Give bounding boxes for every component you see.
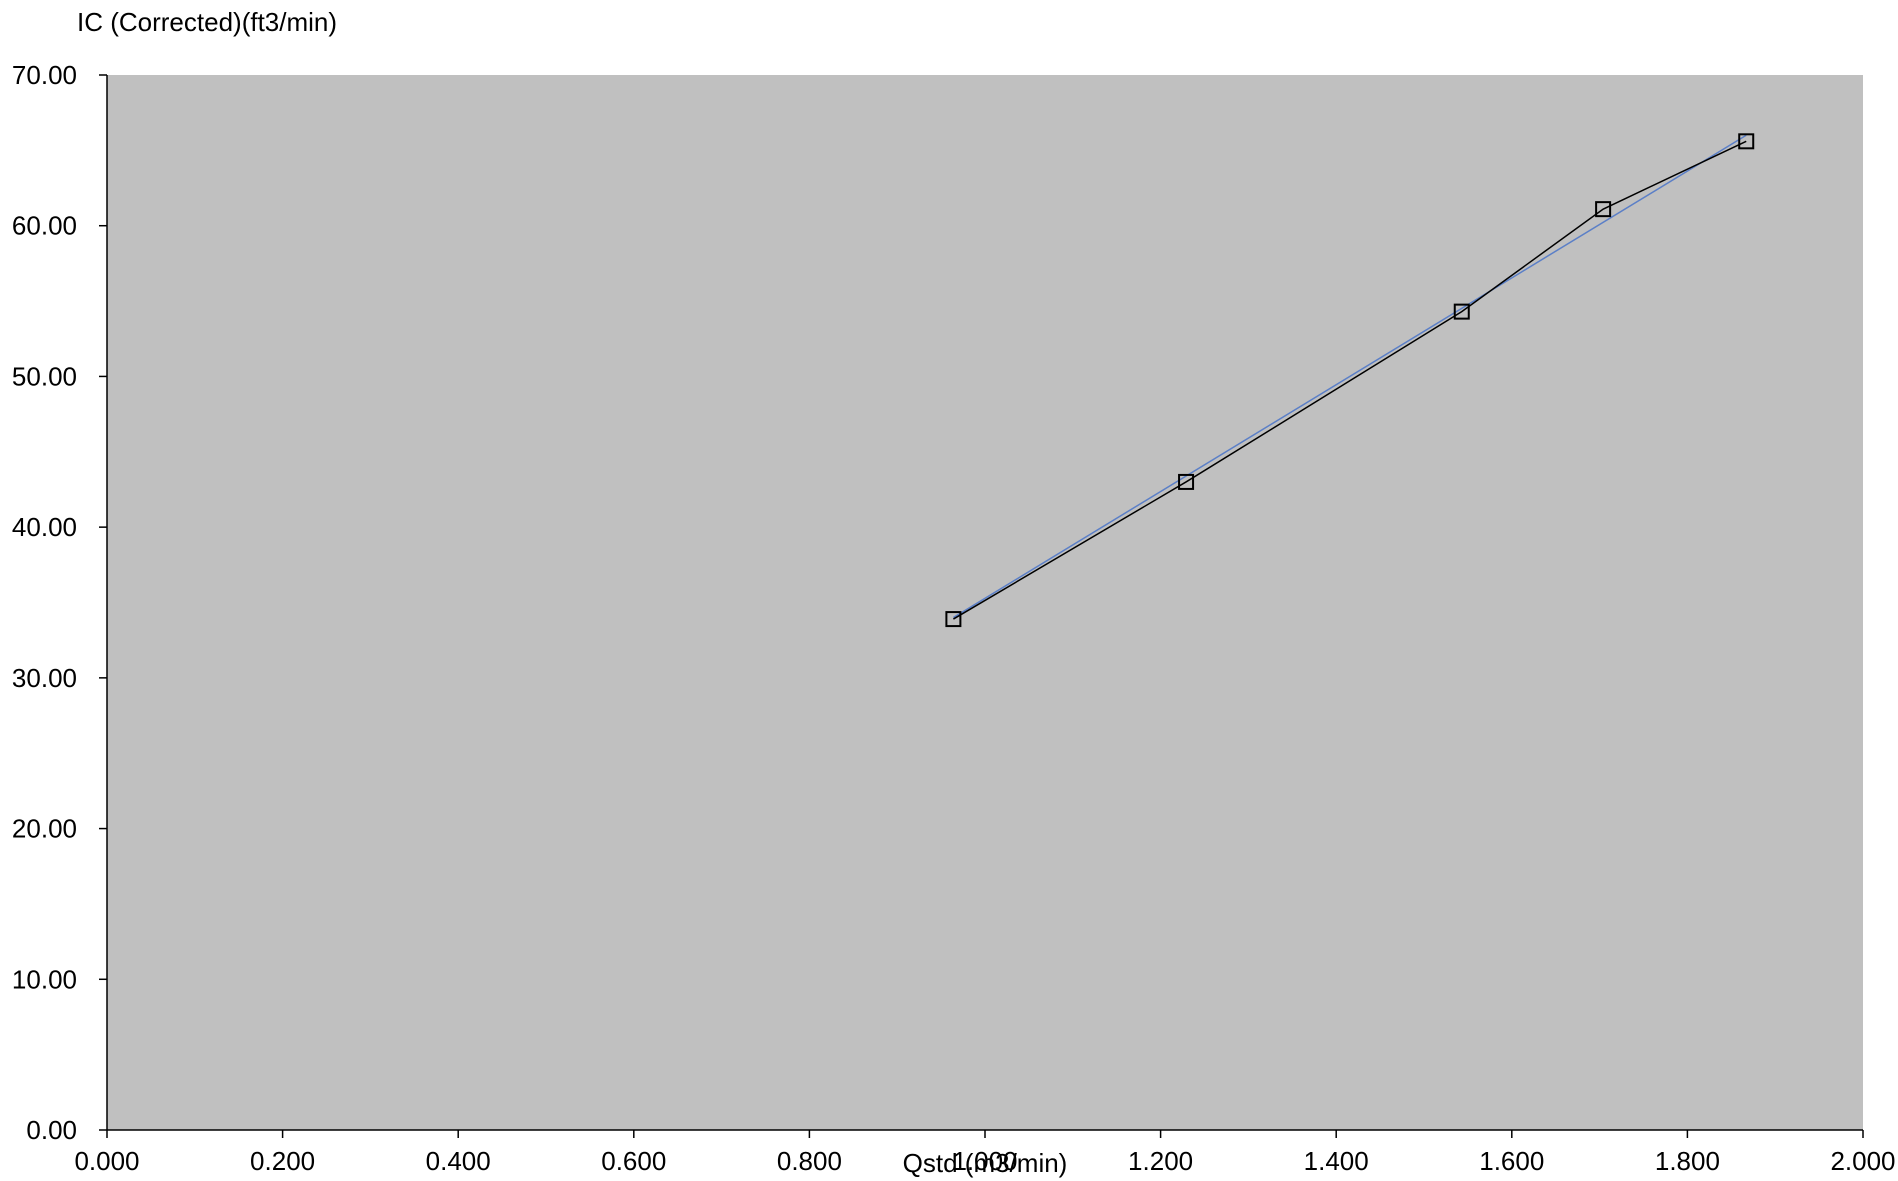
x-tick-label: 1.400 bbox=[1304, 1146, 1369, 1176]
data-point-marker bbox=[1595, 201, 1612, 218]
x-tick-label: 1.600 bbox=[1479, 1146, 1544, 1176]
x-tick-label: 1.200 bbox=[1128, 1146, 1193, 1176]
x-tick-label: 0.600 bbox=[601, 1146, 666, 1176]
data-point-marker bbox=[1178, 473, 1195, 490]
x-tick-label: 2.000 bbox=[1830, 1146, 1895, 1176]
series-line bbox=[953, 140, 1747, 620]
data-point-marker bbox=[1453, 303, 1470, 320]
x-tick-label: 0.000 bbox=[74, 1146, 139, 1176]
data-point-marker bbox=[1738, 133, 1755, 150]
axes bbox=[99, 74, 1864, 1138]
y-tick-label: 20.00 bbox=[12, 814, 77, 844]
x-tick-label: 1.000 bbox=[952, 1146, 1017, 1176]
y-tick-label: 40.00 bbox=[12, 512, 77, 542]
trendline bbox=[953, 134, 1747, 619]
y-tick-label: 70.00 bbox=[12, 60, 77, 90]
x-tick-label: 1.800 bbox=[1655, 1146, 1720, 1176]
y-tick-label: 50.00 bbox=[12, 361, 77, 391]
x-axis-title: Qstd (m3/min) bbox=[903, 1148, 1068, 1178]
y-tick-label: 10.00 bbox=[12, 964, 77, 994]
y-tick-label: 60.00 bbox=[12, 211, 77, 241]
x-tick-label: 0.800 bbox=[777, 1146, 842, 1176]
tick-labels: 0.000 0.200 0.400 0.600 0.800 1.000 1.200 1.400… bbox=[12, 60, 1896, 1176]
x-tick-label: 0.400 bbox=[426, 1146, 491, 1176]
x-tick-label: 0.200 bbox=[250, 1146, 315, 1176]
series-layer bbox=[945, 133, 1755, 628]
data-point-marker bbox=[945, 611, 962, 628]
y-axis-title: IC (Corrected)(ft3/min) bbox=[77, 7, 337, 37]
y-tick-label: 0.00 bbox=[26, 1115, 77, 1145]
plot-area bbox=[107, 75, 1863, 1130]
y-tick-label: 30.00 bbox=[12, 663, 77, 693]
